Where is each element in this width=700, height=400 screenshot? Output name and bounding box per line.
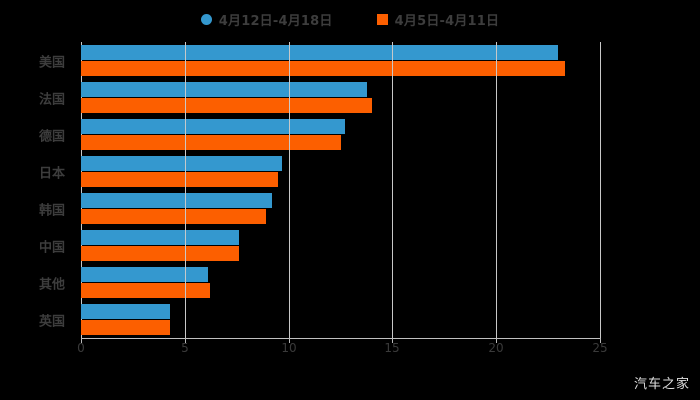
bar-1-3[interactable] [81, 119, 345, 134]
y-axis-label-1: 美国 [38, 55, 65, 70]
bar-2-1[interactable] [81, 61, 565, 76]
gridline-x-20 [496, 42, 497, 338]
watermark: 汽车之家 [633, 377, 690, 392]
legend-item-series-1[interactable]: 4月12日-4月18日 [200, 10, 333, 29]
y-axis-label-4: 日本 [38, 166, 65, 181]
gridline-x-5 [185, 42, 186, 338]
gridline-x-15 [392, 42, 393, 338]
legend-label-series-1: 4月12日-4月18日 [218, 13, 333, 29]
y-axis-label-3: 德国 [38, 129, 65, 144]
legend-swatch-square-icon [376, 13, 388, 25]
x-tick-label-5: 5 [181, 341, 189, 355]
bar-1-4[interactable] [81, 156, 283, 171]
legend-label-series-2: 4月5日-4月11日 [394, 13, 500, 29]
bar-2-8[interactable] [81, 320, 171, 335]
x-tick-mark-15 [392, 338, 393, 343]
legend-item-series-2[interactable]: 4月5日-4月11日 [376, 10, 500, 29]
bar-2-2[interactable] [81, 98, 372, 113]
x-tick-mark-20 [496, 338, 497, 343]
bar-1-8[interactable] [81, 304, 171, 319]
y-axis-line [81, 42, 82, 338]
bar-2-5[interactable] [81, 209, 266, 224]
y-axis-category-labels: 美国法国德国日本韩国中国其他英国 [0, 0, 73, 400]
x-axis-line [81, 338, 601, 339]
x-tick-mark-5 [185, 338, 186, 343]
x-tick-label-15: 15 [384, 341, 400, 355]
x-tick-label-0: 0 [77, 341, 85, 355]
y-axis-label-6: 中国 [38, 240, 65, 255]
bar-2-4[interactable] [81, 172, 279, 187]
bar-1-7[interactable] [81, 267, 208, 282]
bar-1-2[interactable] [81, 82, 368, 97]
chart-legend: 4月12日-4月18日 4月5日-4月11日 [0, 8, 700, 30]
bar-2-7[interactable] [81, 283, 210, 298]
y-axis-label-5: 韩国 [38, 203, 65, 218]
gridline-x-10 [289, 42, 290, 338]
bar-1-5[interactable] [81, 193, 272, 208]
x-tick-mark-0 [81, 338, 82, 343]
bar-2-6[interactable] [81, 246, 239, 261]
x-tick-mark-25 [600, 338, 601, 343]
x-tick-mark-10 [289, 338, 290, 343]
y-axis-label-8: 英国 [38, 314, 65, 329]
x-tick-label-10: 10 [281, 341, 297, 355]
bar-1-1[interactable] [81, 45, 559, 60]
legend-swatch-circle-icon [200, 13, 212, 25]
plot-area [81, 42, 601, 338]
bar-1-6[interactable] [81, 230, 239, 245]
gridline-x-25 [600, 42, 601, 338]
y-axis-label-2: 法国 [38, 92, 65, 107]
bar-2-3[interactable] [81, 135, 341, 150]
x-tick-label-25: 25 [592, 341, 608, 355]
x-tick-label-20: 20 [488, 341, 504, 355]
y-axis-label-7: 其他 [38, 277, 65, 292]
